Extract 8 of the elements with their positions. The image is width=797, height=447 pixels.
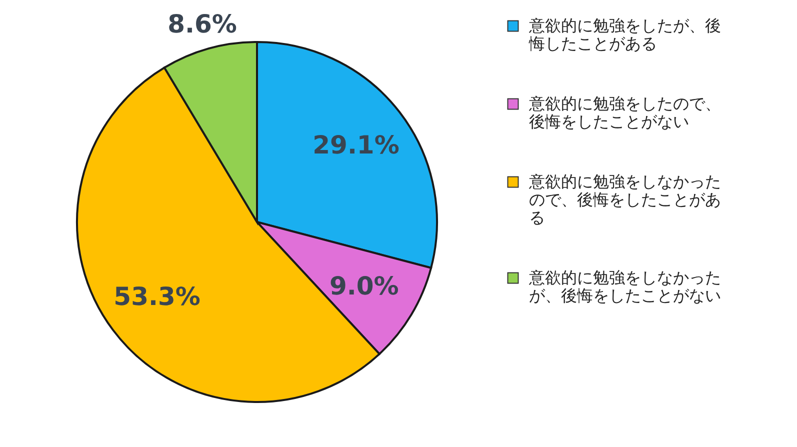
legend-label: 意欲的に勉強をしなかったので、後悔をしたことがある [528,172,721,227]
data-label: 53.3% [114,282,200,312]
data-label: 29.1% [312,130,400,160]
data-label: 8.6% [168,9,237,38]
data-label: 9.0% [330,271,399,300]
legend-label: 意欲的に勉強をしたので、後悔をしたことがない [528,94,721,131]
legend-label: 意欲的に勉強をしなかったが、後悔をしたことがない [528,268,721,305]
legend-label: 意欲的に勉強をしたが、後悔したことがある [528,16,721,53]
